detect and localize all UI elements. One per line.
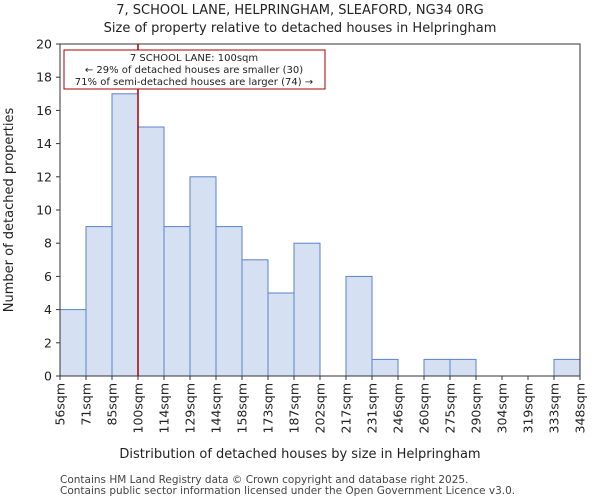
x-tick-label-114sqm: 114sqm [157, 383, 172, 433]
bar-85sqm [111, 93, 139, 377]
y-tick-label: 10 [36, 203, 52, 218]
x-tick-label-217sqm: 217sqm [339, 383, 354, 433]
annotation-box: 7 SCHOOL LANE: 100sqm ← 29% of detached … [63, 49, 326, 90]
x-tick-label-85sqm: 85sqm [105, 383, 120, 426]
bar-231sqm [371, 358, 399, 377]
y-tick-label: 16 [36, 103, 52, 118]
x-tick-label-173sqm: 173sqm [261, 383, 276, 433]
x-tick-label-304sqm: 304sqm [495, 383, 510, 433]
chart-title: 7, SCHOOL LANE, HELPRINGHAM, SLEAFORD, N… [116, 3, 483, 18]
bar-333sqm [553, 358, 581, 377]
bar-173sqm [267, 292, 295, 377]
annotation-line-3: 71% of semi-detached houses are larger (… [75, 77, 313, 88]
y-tick-label: 18 [36, 70, 52, 85]
bar-275sqm [449, 358, 477, 377]
bars-group [59, 93, 581, 377]
x-tick-label-144sqm: 144sqm [209, 383, 224, 433]
bar-100sqm [137, 126, 165, 377]
x-axis-label: Distribution of detached houses by size … [119, 447, 480, 462]
x-axis-ticks: 56sqm 71sqm 85sqm 100sqm 114sqm 129sqm 144sqm 1… [53, 376, 588, 433]
bar-144sqm [215, 226, 243, 377]
y-axis-ticks: 0 2 4 6 8 10 12 14 16 18 20 [36, 37, 60, 384]
x-tick-label-333sqm: 333sqm [547, 383, 562, 433]
plot-frame [59, 43, 581, 377]
bar-260sqm [423, 358, 451, 377]
y-tick-label: 4 [44, 302, 52, 317]
bar-217sqm [345, 275, 373, 377]
x-tick-label-129sqm: 129sqm [183, 383, 198, 433]
y-tick-label: 20 [36, 37, 52, 52]
y-axis-label: Number of detached properties [2, 108, 17, 313]
y-tick-label: 0 [44, 369, 52, 384]
x-tick-label-260sqm: 260sqm [417, 383, 432, 433]
bar-114sqm [163, 226, 191, 377]
annotation-line-1: 7 SCHOOL LANE: 100sqm [130, 53, 258, 64]
x-tick-label-319sqm: 319sqm [521, 383, 536, 433]
x-tick-label-348sqm: 348sqm [573, 383, 588, 433]
x-tick-label-158sqm: 158sqm [235, 383, 250, 433]
x-tick-label-246sqm: 246sqm [391, 383, 406, 433]
footer-line-2: Contains public sector information licen… [60, 485, 515, 497]
x-tick-label-290sqm: 290sqm [469, 383, 484, 433]
y-tick-label: 2 [44, 335, 52, 350]
bar-158sqm [241, 259, 269, 377]
y-tick-label: 14 [36, 136, 52, 151]
y-tick-label: 6 [44, 269, 52, 284]
footer-line-1: Contains HM Land Registry data © Crown c… [60, 474, 468, 486]
x-tick-label-187sqm: 187sqm [287, 383, 302, 433]
y-tick-label: 12 [36, 169, 52, 184]
x-tick-label-275sqm: 275sqm [443, 383, 458, 433]
x-tick-label-202sqm: 202sqm [313, 383, 328, 433]
bar-71sqm [85, 226, 113, 377]
chart-subtitle: Size of property relative to detached ho… [104, 21, 497, 36]
x-tick-label-56sqm: 56sqm [53, 383, 68, 426]
x-tick-label-71sqm: 71sqm [79, 383, 94, 426]
bar-56sqm [59, 309, 87, 377]
annotation-frame [63, 49, 326, 90]
annotation-line-2: ← 29% of detached houses are smaller (30… [85, 65, 303, 76]
bar-129sqm [189, 176, 217, 377]
x-tick-label-100sqm: 100sqm [131, 383, 146, 433]
x-tick-label-231sqm: 231sqm [365, 383, 380, 433]
y-tick-label: 8 [44, 236, 52, 251]
bar-187sqm [293, 242, 321, 377]
